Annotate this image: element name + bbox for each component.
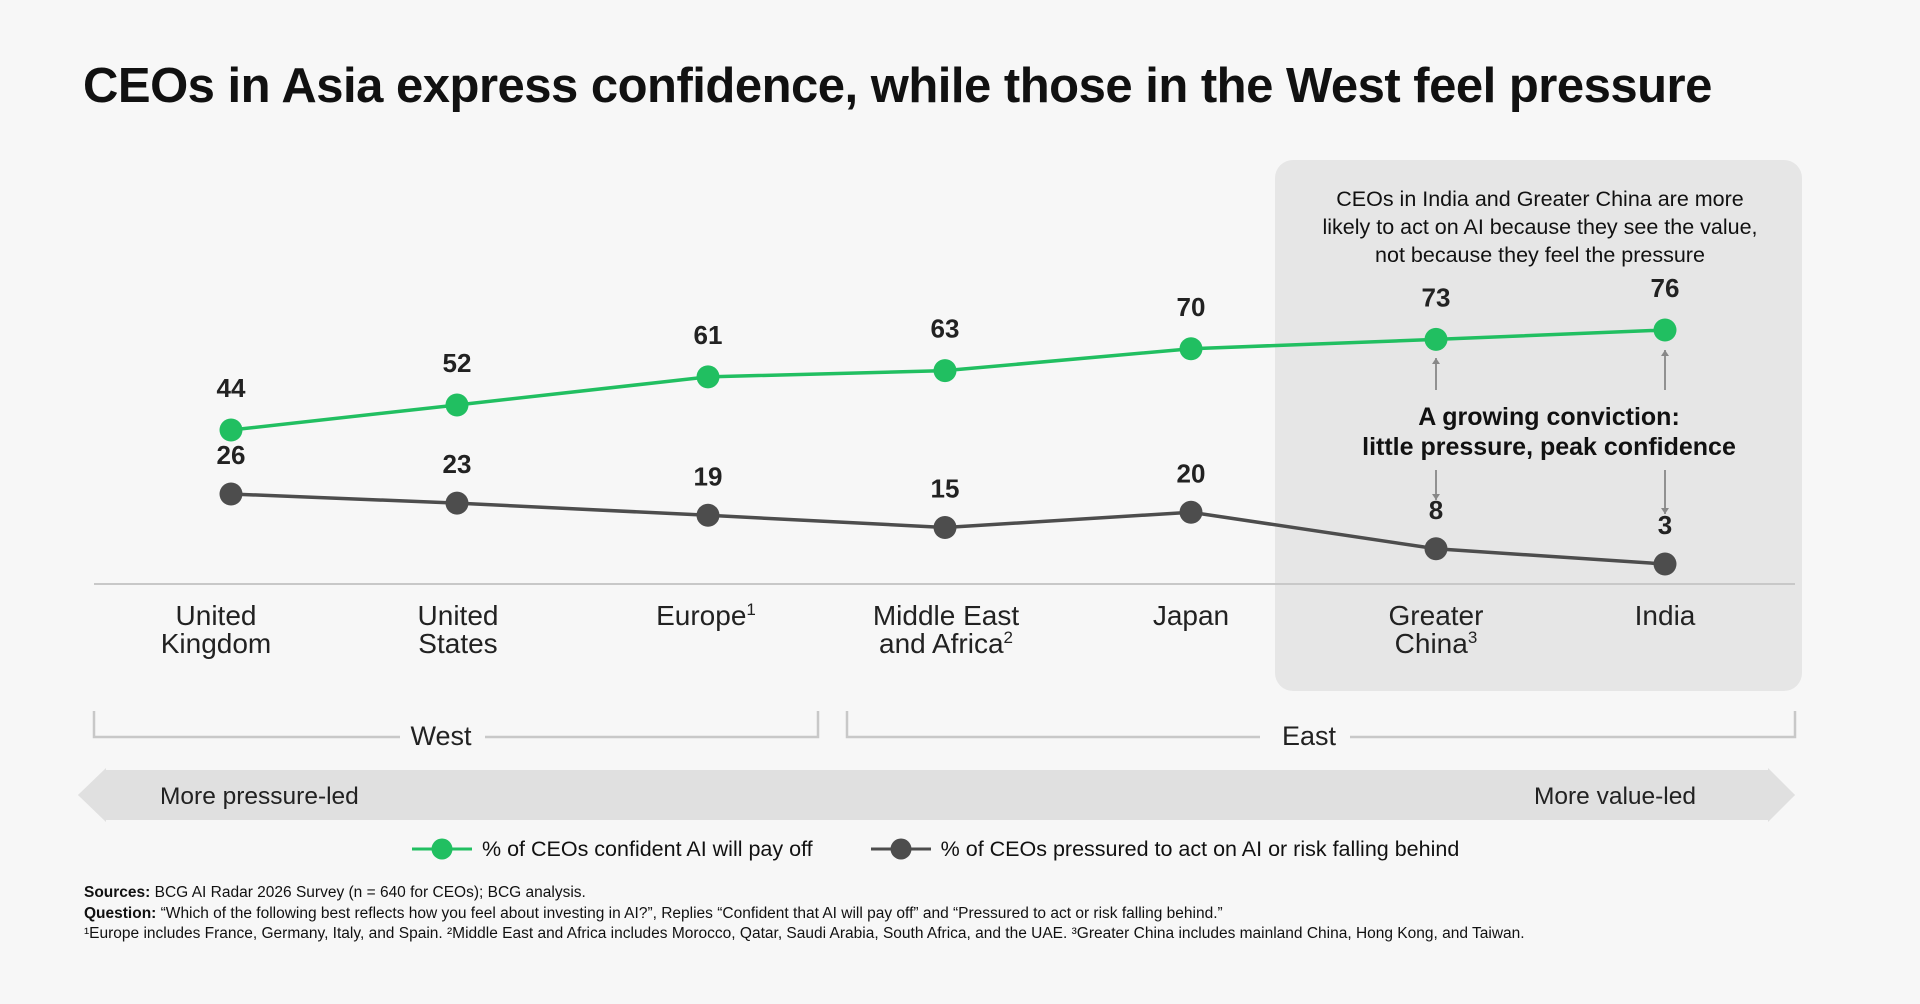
data-label-confident: 70 bbox=[1177, 292, 1206, 322]
east-bracket: East bbox=[845, 711, 1797, 751]
data-point-confident bbox=[1653, 318, 1677, 342]
data-label-confident: 52 bbox=[443, 348, 472, 378]
question-label: Question: bbox=[84, 904, 157, 922]
category-label: Japan bbox=[1153, 600, 1229, 631]
data-label-pressured: 15 bbox=[931, 473, 960, 503]
sources-text: BCG AI Radar 2026 Survey (n = 640 for CE… bbox=[150, 884, 586, 901]
category-label: Greater China3 bbox=[1389, 600, 1484, 659]
category-labels: United Kingdom United States Europe1 Middle E… bbox=[161, 600, 1696, 659]
direction-right-label: More value-led bbox=[1534, 783, 1696, 810]
data-label-pressured: 23 bbox=[443, 449, 472, 479]
question-line: Question: “Which of the following best r… bbox=[84, 904, 1784, 925]
category-label: Europe1 bbox=[656, 600, 756, 631]
direction-band: More pressure-led More value-led bbox=[78, 768, 1795, 822]
data-label-pressured: 20 bbox=[1177, 458, 1206, 488]
legend: % of CEOs confident AI will pay off % of… bbox=[412, 832, 1517, 866]
highlight-note-line: not because they feel the pressure bbox=[1375, 243, 1705, 267]
data-label-pressured: 19 bbox=[694, 461, 723, 491]
arrowhead-icon bbox=[1661, 350, 1669, 356]
callout-arrows bbox=[1432, 350, 1669, 514]
footnotes: Sources: BCG AI Radar 2026 Survey (n = 6… bbox=[84, 883, 1784, 945]
legend-item-confident: % of CEOs confident AI will pay off bbox=[412, 834, 813, 864]
question-text: “Which of the following best reflects ho… bbox=[156, 904, 1223, 922]
category-label: United States bbox=[418, 600, 499, 659]
conviction-line: little pressure, peak confidence bbox=[1362, 433, 1736, 461]
legend-label-confident: % of CEOs confident AI will pay off bbox=[482, 836, 813, 861]
chart-title: CEOs in Asia express confidence, while t… bbox=[83, 59, 1712, 113]
highlight-note-line: likely to act on AI because they see the… bbox=[1322, 215, 1757, 239]
data-point-confident bbox=[445, 393, 469, 417]
data-label-confident: 73 bbox=[1422, 282, 1451, 312]
data-point-confident bbox=[219, 418, 243, 442]
data-label-pressured: 8 bbox=[1429, 495, 1443, 525]
series-confident: 44 52 61 63 70 73 76 bbox=[217, 273, 1680, 442]
data-label-pressured: 3 bbox=[1658, 510, 1672, 540]
data-point-pressured bbox=[696, 503, 720, 527]
data-point-pressured bbox=[219, 482, 243, 506]
category-label: Middle East and Africa2 bbox=[873, 600, 1020, 659]
sources-label: Sources: bbox=[84, 884, 151, 901]
legend-swatch-confident bbox=[412, 834, 472, 864]
data-label-confident: 76 bbox=[1651, 273, 1680, 303]
conviction-callout: A growing conviction:little pressure, pe… bbox=[1362, 403, 1736, 461]
highlight-note: CEOs in India and Greater China are more… bbox=[1322, 187, 1757, 267]
data-point-pressured bbox=[1179, 500, 1203, 524]
data-point-confident bbox=[1424, 327, 1448, 351]
region-notes: ¹Europe includes France, Germany, Italy,… bbox=[84, 925, 1525, 942]
highlight-note-line: CEOs in India and Greater China are more bbox=[1336, 187, 1744, 211]
data-point-pressured bbox=[1424, 537, 1448, 561]
sources-line: Sources: BCG AI Radar 2026 Survey (n = 6… bbox=[84, 883, 1784, 904]
data-point-pressured bbox=[933, 515, 957, 539]
legend-item-pressured: % of CEOs pressured to act on AI or risk… bbox=[870, 834, 1460, 864]
series-layer: 44 52 61 63 70 73 76 26 23 19 15 20 8 3 bbox=[217, 273, 1680, 576]
series-pressured: 26 23 19 15 20 8 3 bbox=[217, 440, 1677, 576]
conviction-line: A growing conviction: bbox=[1418, 403, 1680, 431]
data-point-confident bbox=[696, 365, 720, 389]
legend-swatch-pressured bbox=[870, 834, 931, 864]
arrowhead-icon bbox=[1432, 494, 1440, 500]
east-label: East bbox=[1282, 721, 1337, 751]
west-label: West bbox=[410, 721, 472, 751]
legend-label-pressured: % of CEOs pressured to act on AI or risk… bbox=[940, 836, 1460, 861]
category-label: India bbox=[1635, 600, 1696, 631]
data-label-confident: 44 bbox=[217, 373, 246, 403]
category-label: United Kingdom bbox=[161, 600, 272, 659]
data-label-pressured: 26 bbox=[217, 440, 246, 470]
direction-left-label: More pressure-led bbox=[160, 783, 359, 810]
arrowhead-icon bbox=[1432, 358, 1440, 364]
west-bracket: West bbox=[92, 711, 820, 751]
data-point-pressured bbox=[445, 491, 469, 515]
data-point-confident bbox=[933, 359, 957, 383]
data-label-confident: 63 bbox=[931, 314, 960, 344]
data-point-pressured bbox=[1653, 552, 1677, 576]
data-label-confident: 61 bbox=[694, 320, 723, 350]
data-point-confident bbox=[1179, 337, 1203, 361]
arrowhead-icon bbox=[1661, 508, 1669, 514]
